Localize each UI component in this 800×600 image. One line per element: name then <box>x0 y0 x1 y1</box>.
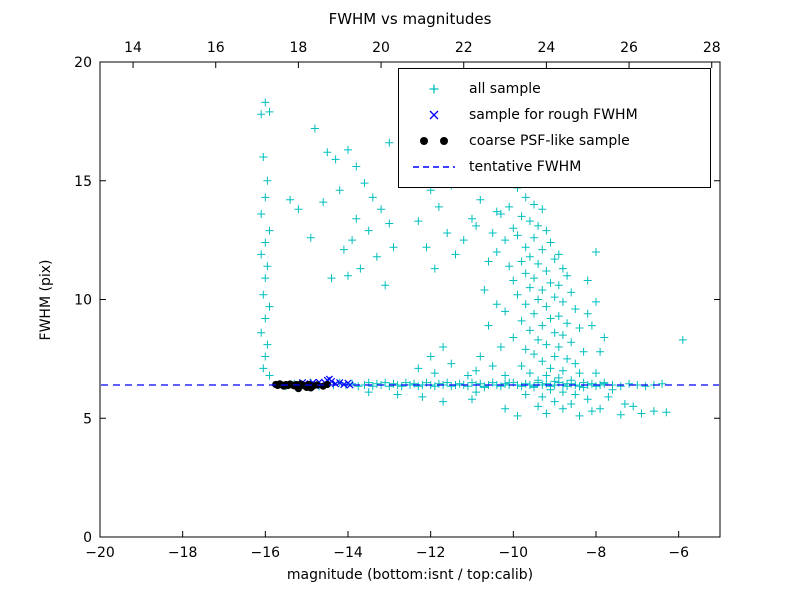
legend-entry-tentative-fwhm: tentative FWHM <box>399 154 710 180</box>
legend-label: tentative FWHM <box>469 159 582 175</box>
legend-label: coarse PSF-like sample <box>469 133 630 149</box>
svg-text:10: 10 <box>74 293 92 309</box>
svg-text:−16: −16 <box>251 545 281 561</box>
svg-text:−18: −18 <box>168 545 198 561</box>
legend-label: all sample <box>469 81 541 97</box>
svg-text:−12: −12 <box>416 545 446 561</box>
chart-title: FWHM vs magnitudes <box>328 10 492 28</box>
svg-text:−14: −14 <box>333 545 363 561</box>
dashed-line-icon <box>413 166 455 168</box>
svg-text:5: 5 <box>83 411 92 427</box>
svg-text:16: 16 <box>207 40 225 56</box>
svg-text:−8: −8 <box>586 545 607 561</box>
x-axis-top-ticks: 14 16 18 20 22 24 26 28 <box>124 40 721 68</box>
coarse-psf-points <box>272 380 331 393</box>
svg-text:20: 20 <box>372 40 390 56</box>
svg-text:0: 0 <box>83 530 92 546</box>
x-marker-icon <box>429 110 439 120</box>
svg-text:15: 15 <box>74 174 92 190</box>
svg-text:22: 22 <box>455 40 473 56</box>
svg-text:18: 18 <box>289 40 307 56</box>
legend-label: sample for rough FWHM <box>469 107 638 123</box>
y-axis-label: FWHM (pix) <box>38 259 54 341</box>
legend: all sample sample for rough FWHM coarse … <box>398 68 711 188</box>
plus-marker-icon <box>429 84 439 94</box>
y-axis-ticks: 0 5 10 15 20 <box>74 55 720 546</box>
legend-entry-rough-fwhm: sample for rough FWHM <box>399 102 710 128</box>
svg-text:−6: −6 <box>668 545 689 561</box>
svg-text:14: 14 <box>124 40 142 56</box>
svg-text:28: 28 <box>703 40 721 56</box>
svg-text:26: 26 <box>620 40 638 56</box>
legend-entry-all-sample: all sample <box>399 76 710 102</box>
svg-text:−10: −10 <box>499 545 529 561</box>
svg-text:−20: −20 <box>85 545 115 561</box>
svg-text:20: 20 <box>74 55 92 71</box>
svg-text:24: 24 <box>537 40 555 56</box>
legend-entry-coarse-psf: coarse PSF-like sample <box>399 128 710 154</box>
x-axis-label: magnitude (bottom:isnt / top:calib) <box>286 567 534 583</box>
x-axis-bottom-ticks: −20 −18 −16 −14 −12 −10 −8 −6 <box>85 531 689 561</box>
circle-marker-icon <box>420 137 448 145</box>
